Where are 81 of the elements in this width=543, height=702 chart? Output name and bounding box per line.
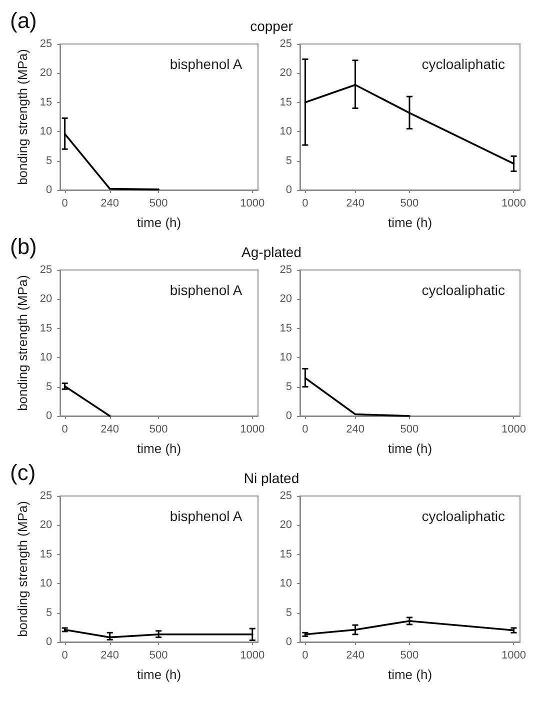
- y-tick-label: 10: [40, 578, 52, 590]
- y-tick-label: 10: [280, 578, 292, 590]
- text: cycloaliphatic: [422, 282, 506, 298]
- x-tick-label: 1000: [240, 198, 265, 210]
- y-tick-label: 5: [286, 154, 292, 167]
- y-tick-label: 20: [40, 67, 52, 80]
- text: cycloaliphatic: [422, 56, 506, 72]
- x-tick-label: 240: [346, 650, 364, 662]
- y-tick-label: 25: [40, 490, 52, 502]
- x-axis-title: time (h): [388, 667, 432, 682]
- x-tick-label: 240: [346, 424, 364, 436]
- x-tick-label: 500: [400, 650, 419, 662]
- x-tick-label: 0: [302, 424, 308, 436]
- y-tick-label: 20: [280, 67, 292, 80]
- y-tick-label: 10: [280, 352, 292, 364]
- chart-title: Ni plated: [244, 470, 300, 486]
- x-axis-title: time (h): [137, 667, 182, 682]
- y-tick-label: 15: [280, 322, 292, 334]
- text: (b): [10, 234, 37, 260]
- y-tick-label: 0: [286, 184, 292, 196]
- y-tick-label: 5: [46, 380, 52, 393]
- y-tick-label: 10: [280, 126, 292, 138]
- x-tick-label: 1000: [240, 424, 265, 436]
- x-tick-label: 1000: [502, 650, 526, 662]
- y-tick-label: 20: [280, 293, 292, 306]
- y-tick-label: 10: [40, 352, 52, 364]
- y-tick-label: 25: [280, 490, 292, 502]
- y-tick-label: 5: [46, 606, 52, 619]
- x-tick-label: 500: [149, 424, 168, 436]
- x-tick-label: 240: [100, 424, 120, 436]
- y-tick-label: 20: [280, 519, 292, 532]
- x-tick-label: 240: [100, 198, 120, 210]
- x-tick-label: 0: [62, 650, 68, 662]
- x-tick-label: 500: [400, 424, 419, 436]
- x-tick-label: 1000: [502, 424, 526, 436]
- x-tick-label: 0: [302, 650, 308, 662]
- y-tick-label: 0: [46, 410, 52, 422]
- y-tick-label: 0: [46, 636, 52, 648]
- text: (c): [10, 460, 36, 486]
- text: (a): [10, 8, 37, 34]
- x-tick-label: 0: [62, 424, 68, 436]
- x-tick-label: 1000: [502, 198, 526, 210]
- y-tick-label: 0: [286, 636, 292, 648]
- x-axis-title: time (h): [137, 441, 182, 456]
- x-tick-label: 1000: [240, 650, 265, 662]
- y-tick-label: 20: [40, 519, 52, 532]
- y-tick-label: 25: [40, 38, 52, 50]
- chart-title: copper: [250, 18, 293, 34]
- x-tick-label: 240: [346, 198, 364, 210]
- chart-title: Ag-plated: [242, 244, 302, 260]
- x-tick-label: 0: [62, 198, 68, 210]
- y-tick-label: 15: [40, 548, 52, 560]
- text: cycloaliphatic: [422, 508, 506, 524]
- text: bisphenol A: [170, 508, 243, 524]
- x-tick-label: 500: [400, 198, 419, 210]
- y-tick-label: 5: [46, 154, 52, 167]
- y-tick-label: 15: [40, 322, 52, 334]
- y-tick-label: 15: [280, 96, 292, 108]
- y-tick-label: 5: [286, 606, 292, 619]
- y-tick-label: 15: [280, 548, 292, 560]
- y-tick-label: 10: [40, 126, 52, 138]
- y-tick-label: 25: [40, 264, 52, 276]
- x-axis-title: time (h): [388, 441, 432, 456]
- x-tick-label: 500: [149, 198, 168, 210]
- text: bisphenol A: [170, 56, 243, 72]
- y-tick-label: 25: [280, 38, 292, 50]
- y-tick-label: 15: [40, 96, 52, 108]
- y-axis-title: bonding strength (MPa): [15, 49, 30, 185]
- y-tick-label: 5: [286, 380, 292, 393]
- x-axis-title: time (h): [388, 215, 432, 230]
- x-tick-label: 500: [149, 650, 168, 662]
- x-tick-label: 0: [302, 198, 308, 210]
- y-axis-title: bonding strength (MPa): [15, 275, 30, 411]
- x-tick-label: 240: [100, 650, 120, 662]
- y-tick-label: 25: [280, 264, 292, 276]
- x-axis-title: time (h): [137, 215, 182, 230]
- y-tick-label: 0: [46, 184, 52, 196]
- y-tick-label: 0: [286, 410, 292, 422]
- text: bisphenol A: [170, 282, 243, 298]
- y-tick-label: 20: [40, 293, 52, 306]
- y-axis-title: bonding strength (MPa): [15, 501, 30, 637]
